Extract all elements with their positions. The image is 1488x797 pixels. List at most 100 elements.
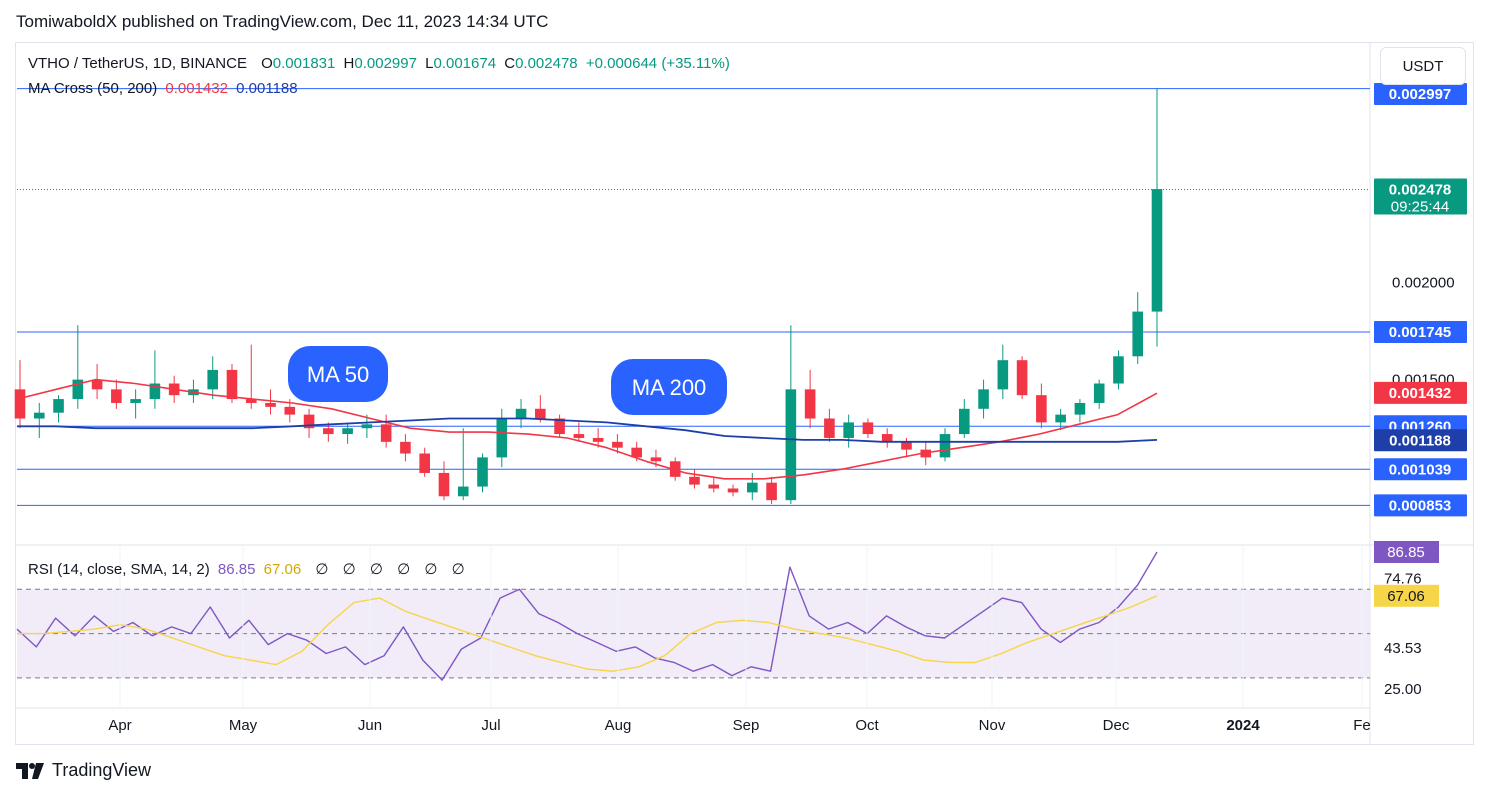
rsi-label: RSI (14, close, SMA, 14, 2) [28, 561, 210, 578]
candle-body [592, 437, 604, 442]
rsi-tick-label: 74.76 [1384, 571, 1422, 588]
candle-body [265, 402, 276, 407]
candle-body [650, 457, 662, 462]
price-label-text: 0.001745 [1389, 324, 1452, 341]
currency-button[interactable]: USDT [1380, 47, 1466, 85]
placeholder-5: ∅ [424, 561, 438, 578]
rsi-sma-line [17, 595, 1158, 672]
publisher-line: TomiwaboldX published on TradingView.com… [16, 12, 549, 31]
candle-body [303, 414, 315, 429]
rsi-tick-label: 43.53 [1384, 640, 1422, 657]
rsi-sma-value: 67.06 [263, 561, 302, 578]
candle-body [689, 476, 700, 485]
ma200-line [17, 417, 1158, 443]
ma-cross-label: MA Cross (50, 200) [28, 80, 158, 97]
price-label-box [1374, 381, 1467, 404]
rsi-legend: RSI (14, close, SMA, 14, 2) 86.85 67.06 … [28, 560, 469, 578]
candle-body [1016, 360, 1028, 396]
candle-body [631, 447, 642, 458]
symbol-legend: VTHO / TetherUS, 1D, BINANCE O0.001831 H… [28, 55, 734, 72]
price-label-text: 0.001432 [1389, 385, 1452, 402]
candle-body [939, 434, 951, 458]
candle-body [1113, 356, 1124, 384]
candle-body [881, 434, 893, 442]
tradingview-logo-icon [16, 762, 44, 779]
candle-body [1074, 402, 1086, 415]
candle-body [284, 406, 296, 415]
candle-body [477, 457, 488, 487]
candle-body [400, 441, 411, 454]
time-tick-label: Jun [358, 717, 382, 734]
candle-body [130, 399, 141, 403]
rsi-value-text: 67.06 [1387, 588, 1425, 605]
price-tick-label: 0.002000 [1392, 274, 1455, 291]
candle-body [361, 424, 373, 429]
candle-body [1151, 189, 1163, 312]
ma50-value: 0.001432 [165, 80, 228, 97]
candle-body [958, 408, 970, 435]
low-value: 0.001674 [433, 55, 497, 72]
candle-body [457, 486, 469, 497]
price-label-box [1374, 178, 1467, 215]
rsi-line [16, 551, 1158, 681]
time-tick-label: Jul [481, 717, 500, 734]
price-label-box [1374, 320, 1467, 343]
price-label-box [1374, 494, 1467, 517]
candle-body [708, 484, 720, 489]
rsi-tick-label: 25.00 [1384, 681, 1422, 698]
candle-body [245, 399, 257, 403]
candle-body [727, 488, 739, 493]
candle-body [496, 418, 508, 458]
candle-body [207, 369, 219, 390]
placeholder-3: ∅ [369, 561, 383, 578]
candle-body [766, 482, 777, 501]
price-label-box [1374, 83, 1467, 105]
price-label-text: 0.002478 [1389, 181, 1452, 198]
candle-body [997, 360, 1009, 390]
open-label: O [261, 55, 273, 72]
time-tick-label: Oct [855, 717, 879, 734]
candle-body [1132, 311, 1144, 357]
footer: TradingView [16, 760, 151, 781]
price-label-text: 0.002997 [1389, 86, 1452, 103]
annotation-bubble [611, 359, 727, 415]
countdown-text: 09:25:44 [1391, 198, 1449, 215]
time-tick-label: Dec [1103, 717, 1130, 734]
candle-body [978, 389, 989, 409]
candle-body [323, 428, 334, 435]
candle-body [843, 422, 854, 438]
annotation-label: MA 50 [307, 362, 369, 387]
ma-cross-legend: MA Cross (50, 200) 0.001432 0.001188 [28, 80, 302, 97]
candle-body [438, 472, 450, 497]
annotation-label: MA 200 [632, 375, 707, 400]
candle-body [554, 418, 565, 435]
price-label-text: 0.001039 [1389, 461, 1452, 478]
candle-body [53, 399, 64, 413]
low-label: L [425, 55, 434, 72]
candle-body [14, 389, 26, 419]
candle-body [573, 434, 585, 438]
time-tick-label: Nov [979, 717, 1006, 734]
candle-body [747, 482, 758, 493]
close-value: 0.002478 [515, 55, 578, 72]
placeholder-6: ∅ [451, 561, 465, 578]
time-tick-label: 2024 [1226, 717, 1260, 734]
ma200-value: 0.001188 [236, 80, 298, 97]
close-label: C [504, 55, 516, 72]
price-label-box [1374, 458, 1467, 481]
candle-body [1093, 383, 1105, 403]
time-tick-label: Apr [108, 717, 131, 734]
high-value: 0.002997 [354, 55, 417, 72]
change-value: +0.000644 (+35.11%) [585, 55, 730, 72]
symbol-label: VTHO / TetherUS, 1D, BINANCE [28, 55, 247, 72]
annotation-bubble [288, 346, 388, 402]
tradingview-brand: TradingView [52, 760, 152, 780]
candle-body [149, 383, 161, 400]
candle-body [91, 379, 103, 390]
price-label-text: 0.001188 [1389, 432, 1451, 449]
candle-body [612, 441, 623, 448]
placeholder-4: ∅ [397, 561, 411, 578]
candle-body [72, 379, 84, 400]
candle-body [824, 418, 835, 438]
